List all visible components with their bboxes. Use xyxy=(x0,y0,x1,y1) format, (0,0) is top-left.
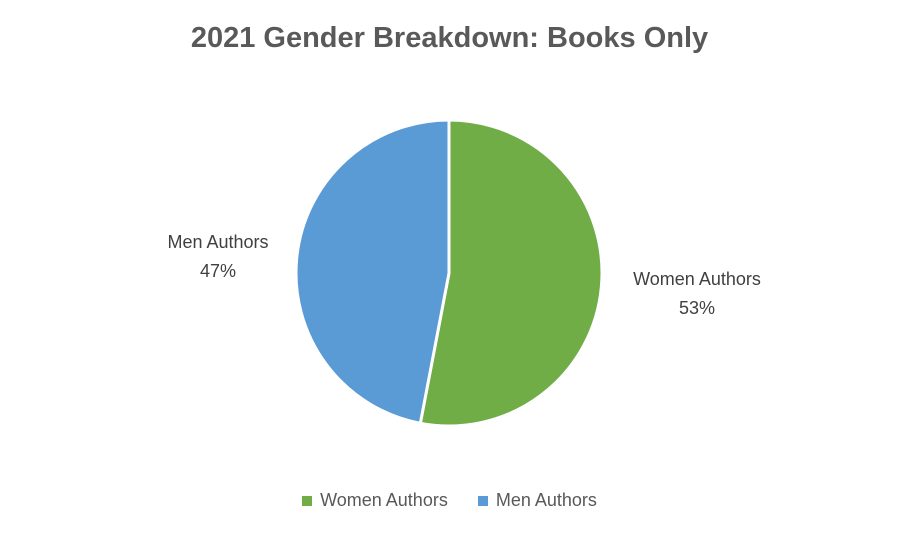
legend: Women Authors Men Authors xyxy=(0,490,899,511)
slice-label-value-0: 53% xyxy=(679,298,715,318)
legend-label-women: Women Authors xyxy=(320,490,448,510)
slices-group xyxy=(294,118,604,428)
legend-swatch-men xyxy=(477,495,488,506)
chart-title: 2021 Gender Breakdown: Books Only xyxy=(190,22,709,54)
pie-slice-women-authors xyxy=(418,118,604,428)
slice-label-name-1: Men Authors xyxy=(167,232,268,252)
legend-item-women: Women Authors xyxy=(302,490,448,511)
pie-slice-men-authors xyxy=(294,118,451,426)
slice-label-value-1: 47% xyxy=(200,261,236,281)
legend-swatch-women xyxy=(302,495,313,506)
legend-label-men: Men Authors xyxy=(495,490,597,510)
slice-label-name-0: Women Authors xyxy=(633,269,761,289)
legend-item-men: Men Authors xyxy=(477,490,597,511)
labels-group: Women Authors 53% Men Authors 47% xyxy=(167,232,760,318)
